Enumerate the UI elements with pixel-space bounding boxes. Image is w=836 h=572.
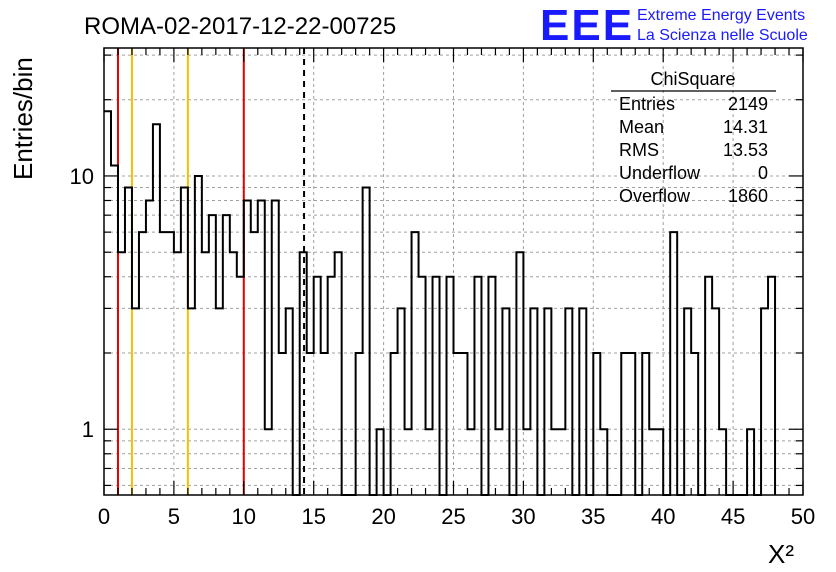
stats-row-value: 13.53 bbox=[723, 140, 768, 160]
stats-row-value: 2149 bbox=[728, 94, 768, 114]
x-tick-label: 35 bbox=[581, 504, 605, 529]
stats-row-value: 1860 bbox=[728, 186, 768, 206]
x-tick-label: 25 bbox=[441, 504, 465, 529]
y-tick-label: 1 bbox=[82, 417, 94, 442]
x-tick-label: 10 bbox=[232, 504, 256, 529]
logo-line-2: La Scienza nelle Scuole bbox=[637, 27, 808, 44]
stats-row-label: Overflow bbox=[619, 186, 691, 206]
x-tick-label: 40 bbox=[651, 504, 675, 529]
x-tick-label: 15 bbox=[301, 504, 325, 529]
x-tick-label: 50 bbox=[791, 504, 815, 529]
stats-row-value: 14.31 bbox=[723, 117, 768, 137]
logo-line-1: Extreme Energy Events bbox=[637, 7, 805, 24]
y-axis-label: Entries/bin bbox=[8, 57, 38, 180]
stats-row-label: Mean bbox=[619, 117, 664, 137]
stats-row-label: Underflow bbox=[619, 163, 701, 183]
axis-ticks: 0 5 10 15 20 25 30 35 40 45 50 1 10 bbox=[70, 48, 815, 529]
logo-eee: EEE bbox=[540, 1, 634, 50]
stats-row-label: RMS bbox=[619, 140, 659, 160]
y-tick-label: 10 bbox=[70, 164, 94, 189]
x-tick-label: 5 bbox=[168, 504, 180, 529]
x-tick-label: 20 bbox=[371, 504, 395, 529]
x-tick-label: 0 bbox=[98, 504, 110, 529]
stats-box-title: ChiSquare bbox=[650, 69, 735, 89]
histogram-steps bbox=[104, 110, 777, 496]
stats-box: ChiSquare Entries 2149 Mean 14.31 RMS 13… bbox=[611, 69, 776, 206]
stats-row-label: Entries bbox=[619, 94, 675, 114]
run-title: ROMA-02-2017-12-22-00725 bbox=[84, 13, 396, 40]
marker-lines bbox=[116, 48, 306, 495]
stats-row-value: 0 bbox=[758, 163, 768, 183]
x-tick-label: 30 bbox=[511, 504, 535, 529]
x-tick-label: 45 bbox=[721, 504, 745, 529]
x-axis-label: X² bbox=[768, 539, 794, 569]
